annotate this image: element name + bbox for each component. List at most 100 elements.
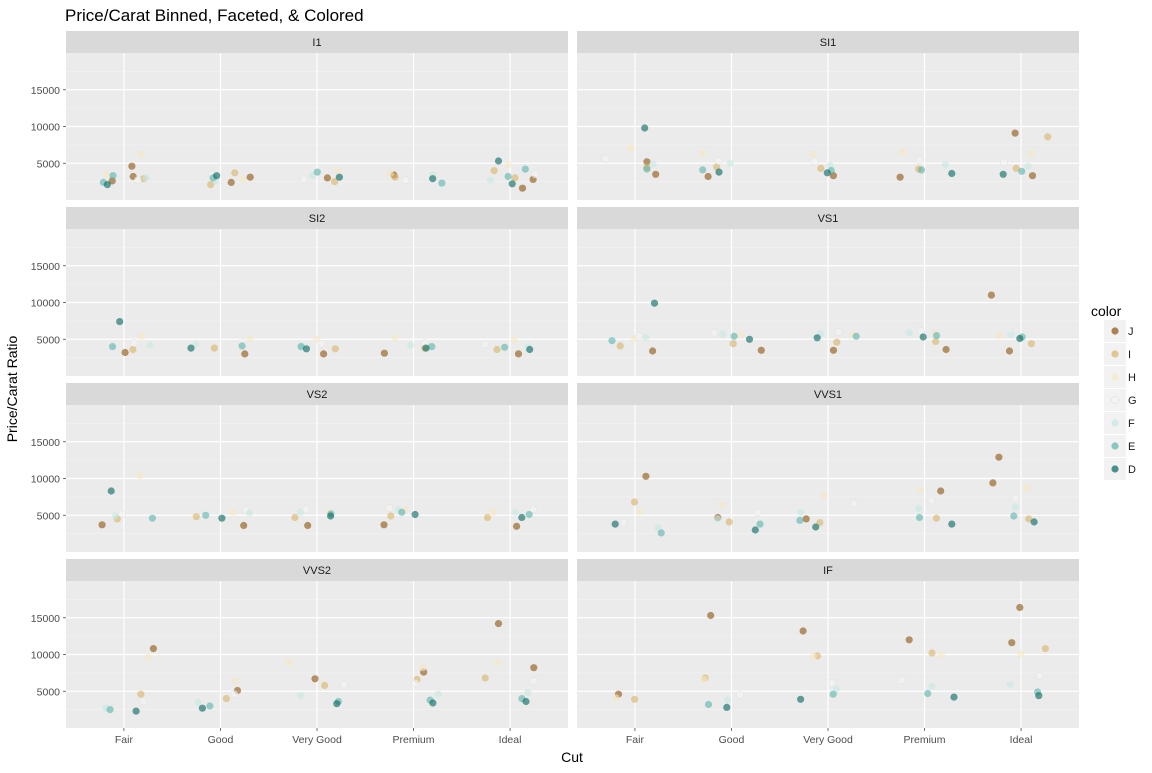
data-point-F [524, 689, 532, 697]
data-point-D [494, 157, 503, 165]
data-point-H [239, 175, 247, 183]
data-point-J [799, 627, 807, 635]
data-point-G [635, 332, 643, 341]
data-point-D [797, 695, 805, 703]
data-point-I [331, 178, 339, 186]
data-point-E [313, 168, 321, 176]
y-axis-label: Price/Carat Ratio [4, 335, 20, 442]
data-point-H [1022, 484, 1031, 492]
y-tick-label: 10000 [31, 650, 60, 662]
data-point-D [335, 173, 343, 181]
facet-strip [66, 559, 568, 581]
data-point-F [296, 508, 305, 516]
data-point-I [1027, 340, 1035, 348]
data-point-J [896, 173, 904, 181]
data-point-G [753, 508, 762, 517]
data-point-D [213, 172, 221, 180]
data-point-J [514, 350, 523, 358]
data-point-I [483, 513, 492, 522]
legend-label: G [1128, 395, 1137, 407]
data-point-J [320, 350, 328, 358]
data-point-H [246, 334, 254, 343]
data-point-J [380, 521, 388, 529]
facet-panel: VVS2 5000 10000 15000 Fair Good Very Good Premi… [31, 559, 568, 746]
data-point-J [1011, 129, 1019, 137]
data-point-D [508, 180, 516, 188]
legend-label: E [1128, 441, 1135, 453]
data-point-F [1006, 681, 1014, 689]
data-point-J [829, 346, 838, 354]
y-tick-label: 10000 [31, 474, 60, 486]
data-point-J [937, 487, 945, 495]
data-point-D [411, 510, 419, 519]
data-point-I [725, 518, 733, 526]
x-tick-label: Very Good [292, 734, 342, 746]
data-point-G [385, 504, 394, 512]
y-tick-label: 15000 [31, 437, 60, 449]
data-point-D [751, 526, 759, 534]
data-point-F [1024, 162, 1032, 170]
data-point-H [510, 336, 518, 344]
facet-strip [577, 383, 1079, 405]
data-point-I [729, 340, 737, 348]
y-tick-label: 5000 [37, 510, 61, 522]
data-point-J [942, 345, 950, 354]
data-point-D [1016, 334, 1024, 343]
facet-strip [577, 559, 1079, 581]
data-point-J [246, 173, 254, 181]
data-point-I [1041, 645, 1049, 653]
data-point-G [130, 339, 139, 347]
data-point-H [504, 161, 512, 169]
data-point-D [526, 345, 534, 354]
data-point-D [812, 523, 820, 531]
data-point-E [106, 706, 114, 714]
data-point-F [486, 176, 494, 184]
data-point-E [398, 508, 406, 516]
data-point-G [810, 157, 819, 166]
data-point-G [834, 328, 843, 336]
data-point-I [321, 681, 329, 690]
data-point-D [302, 345, 310, 353]
legend-key-H [1111, 373, 1119, 381]
data-point-D [333, 700, 341, 708]
data-point-G [710, 328, 719, 337]
legend-label: F [1128, 418, 1135, 430]
data-point-F [511, 508, 519, 516]
data-point-F [724, 696, 732, 704]
legend-key-E [1111, 442, 1119, 450]
data-point-G [619, 518, 628, 527]
data-point-J [1008, 639, 1016, 647]
data-point-G [230, 690, 239, 699]
data-point-J [707, 611, 715, 620]
data-point-I [1044, 133, 1052, 141]
data-point-I [1025, 515, 1033, 523]
data-point-F [905, 329, 913, 337]
data-point-D [950, 693, 958, 701]
data-point-H [229, 508, 237, 516]
data-point-E [852, 332, 860, 340]
data-point-I [231, 169, 239, 177]
data-point-D [198, 704, 206, 712]
data-point-I [616, 342, 624, 350]
data-point-G [735, 691, 744, 699]
data-point-F [832, 685, 841, 693]
data-point-I [511, 174, 519, 182]
facet-panel: SI1 [577, 31, 1079, 200]
data-point-D [429, 175, 437, 183]
data-point-E [521, 165, 529, 173]
data-point-D [641, 124, 649, 132]
data-point-I [222, 695, 230, 703]
data-point-E [109, 172, 117, 180]
data-point-H [995, 332, 1003, 340]
data-point-J [380, 349, 388, 357]
facet-panel: I1 5000 10000 15000 [31, 31, 568, 200]
y-tick-label: 15000 [31, 85, 60, 97]
data-point-F [1011, 503, 1019, 511]
data-point-H [1027, 150, 1035, 158]
data-point-F [714, 515, 722, 523]
data-point-G [828, 679, 837, 688]
data-point-E [730, 332, 738, 340]
data-point-H [136, 472, 144, 480]
legend-item: D [1104, 458, 1136, 480]
facet-strip-label: VVS1 [814, 389, 842, 401]
